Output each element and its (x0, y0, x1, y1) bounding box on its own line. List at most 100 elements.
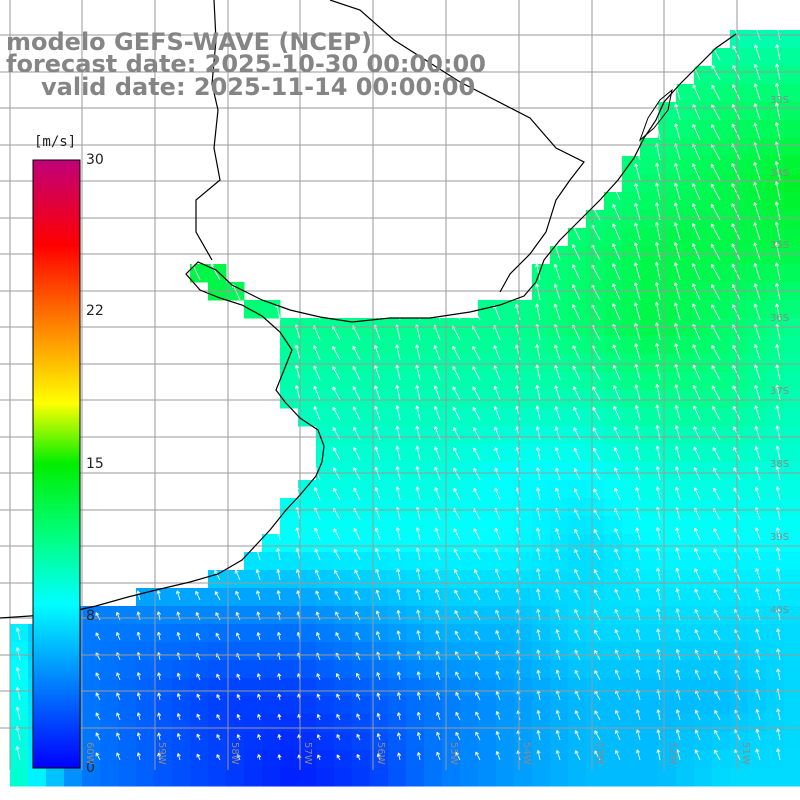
wind-speed-cell (262, 588, 281, 607)
wind-arrow (594, 670, 601, 681)
wind-speed-cell (334, 606, 353, 625)
wind-arrow (594, 629, 601, 641)
wind-speed-cell (712, 660, 731, 679)
wind-speed-cell (352, 444, 371, 463)
wind-arrow (234, 569, 241, 581)
wind-speed-cell (550, 462, 569, 481)
valid-date: valid date: 2025-11-14 00:00:00 (41, 73, 476, 101)
wind-arrow (176, 631, 181, 641)
lon-label: 59W (156, 742, 167, 765)
wind-arrow (353, 467, 361, 481)
wind-speed-cell (550, 552, 569, 571)
wind-arrow (136, 590, 141, 601)
wind-speed-cell (532, 642, 551, 661)
wind-speed-cell (550, 732, 569, 751)
wind-speed-cell (694, 300, 713, 319)
wind-arrow (236, 694, 241, 701)
wind-arrow (673, 202, 681, 221)
wind-speed-cell (658, 768, 677, 787)
wind-arrow (452, 386, 461, 401)
wind-arrow (255, 569, 261, 581)
wind-arrow (116, 712, 121, 721)
wind-arrow (692, 364, 701, 381)
wind-arrow (313, 487, 321, 501)
wind-speed-cell (640, 462, 659, 481)
wind-arrow (313, 345, 321, 361)
wind-arrow (434, 446, 441, 461)
wind-arrow (15, 686, 21, 701)
wind-arrow (374, 385, 381, 401)
wind-speed-cell (676, 246, 695, 265)
wind-speed-cell (676, 570, 695, 589)
wind-arrow (353, 548, 361, 561)
wind-arrow (215, 612, 221, 621)
wind-arrow (655, 486, 661, 501)
wind-arrow (95, 752, 101, 761)
wind-speed-cell (622, 336, 641, 355)
wind-speed-cell (694, 66, 713, 85)
wind-speed-cell (568, 768, 587, 787)
wind-speed-cell (460, 606, 479, 625)
lon-label: 52W (667, 742, 678, 765)
wind-arrow (415, 304, 421, 321)
wind-speed-cell (784, 624, 800, 643)
wind-arrow (314, 527, 321, 541)
wind-arrow (674, 103, 681, 121)
wind-arrow (396, 630, 401, 641)
wind-arrow (257, 693, 262, 701)
wind-speed-cell (604, 534, 623, 553)
wind-arrow (336, 754, 341, 761)
wind-arrow (656, 729, 661, 741)
wind-arrow (754, 527, 761, 541)
wind-speed-cell (766, 516, 785, 535)
wind-speed-cell (748, 246, 767, 265)
wind-speed-cell (550, 660, 569, 679)
wind-arrow (116, 692, 121, 701)
wind-speed-cell (712, 300, 731, 319)
wind-arrow (95, 652, 101, 661)
wind-speed-cell (496, 642, 515, 661)
wind-arrow (711, 304, 721, 321)
wind-arrow (654, 261, 661, 281)
wind-speed-cell (568, 390, 587, 409)
wind-speed-cell (766, 714, 785, 733)
wind-speed-cell (568, 336, 587, 355)
wind-speed-cell (676, 624, 695, 643)
wind-speed-cell (676, 696, 695, 715)
wind-speed-cell (478, 390, 497, 409)
wind-arrow (536, 588, 541, 601)
wind-arrow (613, 426, 621, 441)
wind-speed-cell (712, 408, 731, 427)
wind-arrow (594, 750, 601, 761)
wind-speed-cell (640, 444, 659, 463)
wind-arrow (714, 629, 721, 641)
wind-arrow (654, 241, 661, 261)
wind-speed-cell (442, 714, 461, 733)
wind-speed-cell (478, 570, 497, 589)
wind-speed-cell (784, 462, 800, 481)
wind-arrow (15, 627, 21, 641)
wind-speed-cell (784, 174, 800, 193)
wind-speed-cell (442, 480, 461, 499)
wind-speed-cell (748, 30, 767, 49)
wind-speed-cell (424, 408, 443, 427)
wind-arrow (336, 713, 341, 721)
wind-arrow (555, 749, 561, 761)
wind-arrow (374, 426, 381, 441)
wind-speed-cell (226, 624, 245, 643)
wind-arrow (157, 752, 162, 761)
wind-speed-cell (550, 264, 569, 283)
wind-speed-cell (316, 732, 335, 751)
wind-arrow (453, 548, 461, 561)
wind-speed-cell (712, 372, 731, 391)
wind-speed-cell (604, 696, 623, 715)
wind-speed-cell (226, 768, 245, 787)
wind-speed-cell (658, 174, 677, 193)
wind-arrow (775, 44, 781, 61)
wind-arrow (753, 201, 761, 221)
wind-speed-cell (658, 408, 677, 427)
wind-arrow (333, 548, 341, 561)
wind-speed-cell (532, 300, 551, 319)
wind-speed-cell (478, 660, 497, 679)
wind-arrow (674, 182, 681, 201)
